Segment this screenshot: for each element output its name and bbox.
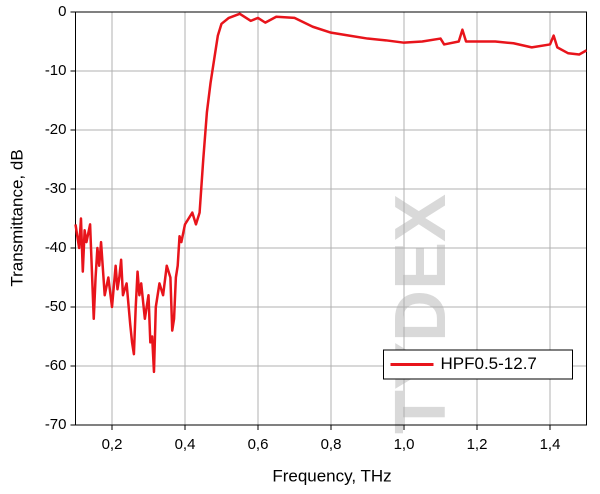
y-tick-label: -40 — [45, 239, 67, 256]
x-tick-label: 1,2 — [467, 436, 488, 453]
y-tick-label: 0 — [58, 3, 66, 20]
x-tick-label: 1,4 — [540, 436, 561, 453]
legend: HPF0.5-12.7 — [383, 349, 573, 380]
y-tick-label: -70 — [45, 416, 67, 433]
x-tick-label: 0,4 — [175, 436, 196, 453]
line — [74, 12, 588, 374]
x-tick-label: 0,6 — [248, 436, 269, 453]
y-tick-label: -50 — [45, 298, 67, 315]
legend-label: HPF0.5-12.7 — [441, 354, 537, 373]
y-axis-label: Transmittance, dB — [7, 149, 26, 286]
x-tick-label: 0,2 — [102, 436, 123, 453]
x-tick-label: 0,8 — [321, 436, 342, 453]
y-tick-label: -20 — [45, 121, 67, 138]
x-axis-label: Frequency, THz — [272, 466, 391, 485]
plot-frame — [75, 11, 587, 426]
y-tick-label: -30 — [45, 180, 67, 197]
y-tick-label: -10 — [45, 62, 67, 79]
y-tick-label: -60 — [45, 357, 67, 374]
x-tick-label: 1,0 — [394, 436, 415, 453]
watermark: TYDEX — [381, 194, 461, 434]
